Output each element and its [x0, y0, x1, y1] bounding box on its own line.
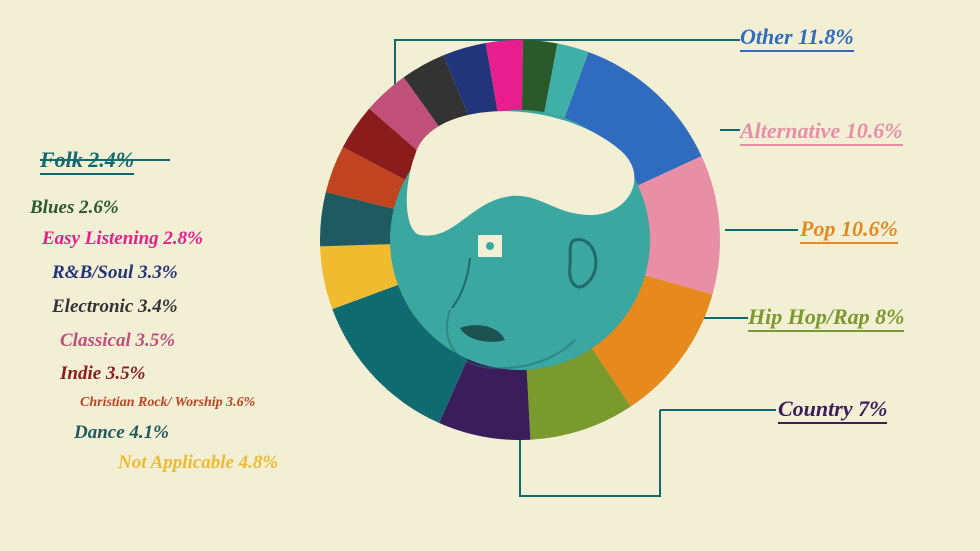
label-christian-rock-worship: Christian Rock/ Worship 3.6%	[80, 395, 255, 411]
label-classical: Classical 3.5%	[60, 330, 175, 352]
label-alternative: Alternative 10.6%	[740, 118, 903, 146]
label-electronic: Electronic 3.4%	[52, 296, 178, 318]
face-pupil	[486, 242, 494, 250]
label-easy-listening: Easy Listening 2.8%	[42, 228, 203, 250]
label-indie: Indie 3.5%	[60, 363, 146, 385]
label-folk: Folk 2.4%	[40, 147, 134, 175]
label-blues: Blues 2.6%	[30, 197, 119, 219]
label-r-b-soul: R&B/Soul 3.3%	[52, 262, 178, 284]
label-dance: Dance 4.1%	[74, 422, 169, 444]
label-pop: Pop 10.6%	[800, 216, 898, 244]
label-country: Country 7%	[778, 396, 887, 424]
genre-pie-chart	[320, 40, 720, 440]
label-other: Other 11.8%	[740, 24, 854, 52]
label-not-applicable: Not Applicable 4.8%	[118, 452, 278, 474]
label-hip-hop-rap: Hip Hop/Rap 8%	[748, 304, 904, 332]
